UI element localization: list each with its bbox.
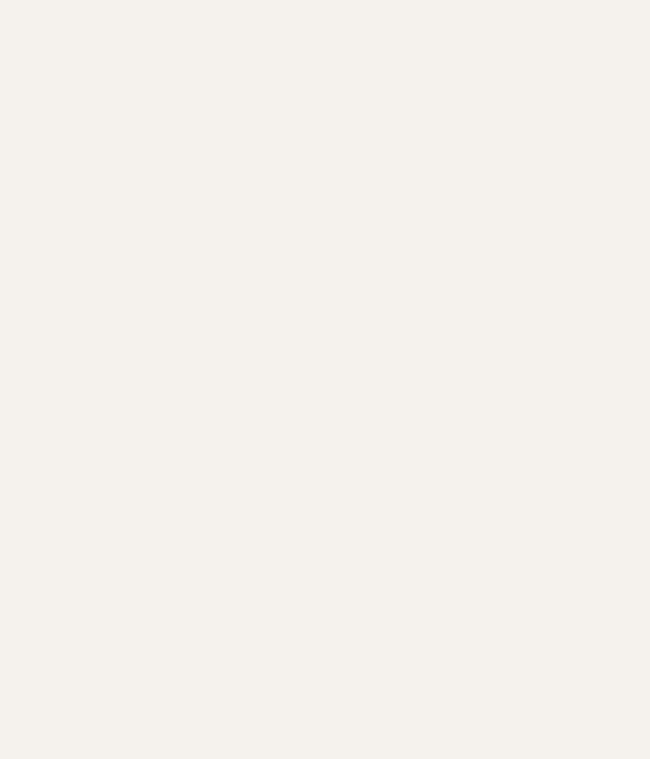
- scanned-pump-curves-page: [0, 0, 650, 759]
- charts-grid: [0, 0, 650, 759]
